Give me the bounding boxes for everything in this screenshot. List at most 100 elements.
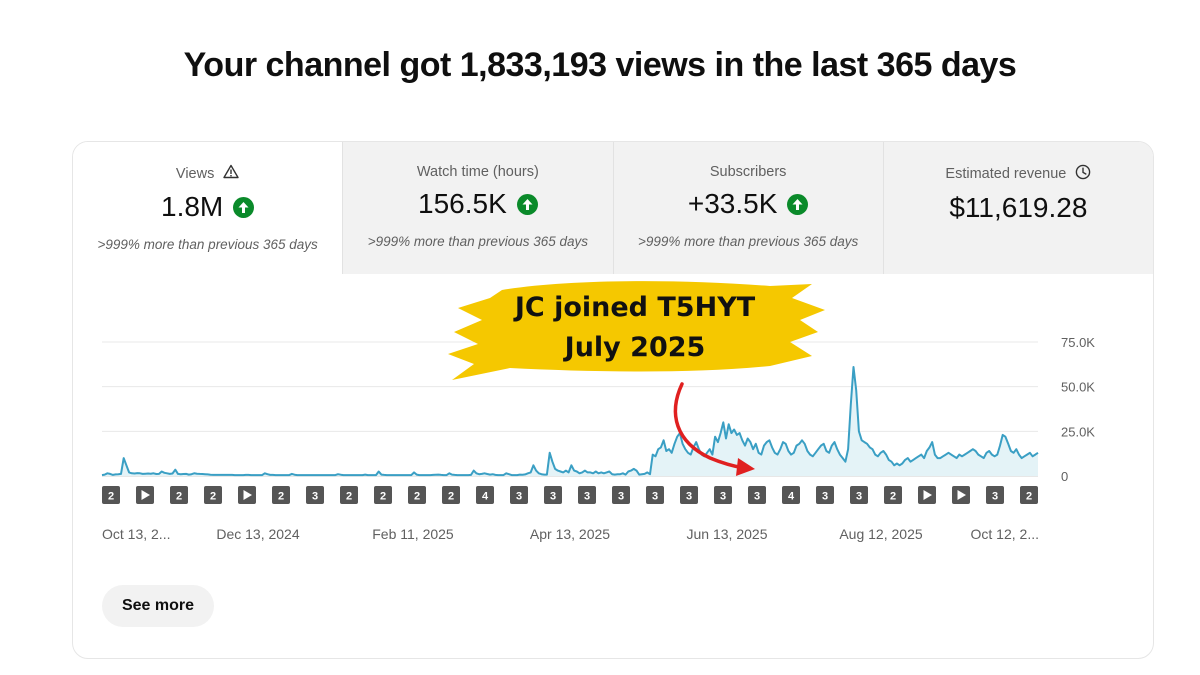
video-marker[interactable]: 3	[646, 486, 664, 504]
video-marker-count: 3	[652, 491, 658, 503]
video-marker-count: 4	[788, 491, 795, 503]
annotation-callout: JC joined T5HYT July 2025	[440, 268, 830, 386]
video-marker-badge	[442, 486, 460, 504]
y-tick-label: 75.0K	[1061, 335, 1095, 350]
x-tick-label: Oct 12, 2...	[971, 526, 1039, 542]
tab-views-comparison: >999% more than previous 365 days	[97, 237, 318, 252]
tab-revenue-label: Estimated revenue	[945, 166, 1067, 182]
video-marker[interactable]: 2	[204, 486, 222, 504]
video-marker-count: 3	[856, 491, 862, 503]
video-marker-count: 2	[448, 491, 454, 503]
tab-watch-time-comparison: >999% more than previous 365 days	[367, 234, 588, 249]
video-marker[interactable]: 4	[782, 486, 800, 504]
video-marker-play[interactable]	[136, 486, 154, 504]
see-more-button[interactable]: See more	[102, 585, 214, 627]
x-tick-label: Oct 13, 2...	[102, 526, 170, 542]
play-icon	[957, 490, 966, 500]
trend-up-icon	[787, 193, 809, 215]
page-headline: Your channel got 1,833,193 views in the …	[183, 46, 1017, 84]
video-marker-count: 4	[482, 491, 489, 503]
video-marker-count: 2	[890, 491, 896, 503]
video-marker-badge	[612, 486, 630, 504]
tab-revenue[interactable]: Estimated revenue $11,619.28	[882, 142, 1153, 274]
video-marker[interactable]: 3	[816, 486, 834, 504]
video-marker-badge	[170, 486, 188, 504]
video-marker-count: 3	[584, 491, 590, 503]
video-marker[interactable]: 3	[578, 486, 596, 504]
tab-views-value: 1.8M	[161, 191, 224, 222]
tab-views[interactable]: Views 1.8M >999% more than previous 365 …	[73, 142, 343, 274]
video-marker-badge	[714, 486, 732, 504]
tab-watch-time-value: 156.5K	[418, 188, 507, 219]
x-tick-label: Aug 12, 2025	[839, 526, 923, 542]
x-tick-label: Apr 13, 2025	[530, 526, 610, 542]
video-marker[interactable]: 2	[884, 486, 902, 504]
video-marker[interactable]: 2	[102, 486, 120, 504]
tab-subscribers-label: Subscribers	[709, 164, 787, 180]
video-marker-badge	[986, 486, 1004, 504]
tab-watch-time[interactable]: Watch time (hours) 156.5K >999% more tha…	[342, 142, 613, 274]
video-marker[interactable]: 2	[374, 486, 392, 504]
video-marker-count: 3	[550, 491, 556, 503]
video-marker-count: 3	[312, 491, 318, 503]
play-icon	[243, 490, 252, 500]
video-marker[interactable]: 3	[510, 486, 528, 504]
tab-subscribers[interactable]: Subscribers +33.5K >999% more than previ…	[612, 142, 883, 274]
video-marker-count: 2	[1026, 491, 1032, 503]
video-marker-count: 3	[618, 491, 624, 503]
video-marker-count: 3	[720, 491, 726, 503]
metric-tabs: Views 1.8M >999% more than previous 365 …	[73, 142, 1153, 274]
video-marker-badge	[816, 486, 834, 504]
video-marker[interactable]: 3	[850, 486, 868, 504]
video-marker-play[interactable]	[238, 486, 256, 504]
video-marker-badge	[340, 486, 358, 504]
video-marker-count: 2	[108, 491, 114, 503]
video-marker-badge	[646, 486, 664, 504]
analytics-card: Views 1.8M >999% more than previous 365 …	[72, 141, 1154, 659]
tab-subscribers-value: +33.5K	[687, 188, 778, 219]
video-marker-play[interactable]	[952, 486, 970, 504]
video-marker[interactable]: 2	[272, 486, 290, 504]
video-marker-count: 2	[210, 491, 216, 503]
video-marker[interactable]: 2	[442, 486, 460, 504]
views-chart: 2 2 2 2 3 2 2 2 2 4 3 3 3 3 3 3 3 3 4 3 3 2 3 2 75.0K 50.0K 25.0K…	[101, 335, 1095, 542]
video-marker-badge	[884, 486, 902, 504]
video-marker[interactable]: 3	[748, 486, 766, 504]
tab-watch-time-label: Watch time (hours)	[416, 164, 539, 180]
video-marker-count: 3	[754, 491, 760, 503]
video-marker[interactable]: 4	[476, 486, 494, 504]
video-marker[interactable]: 2	[1020, 486, 1038, 504]
video-marker[interactable]: 2	[408, 486, 426, 504]
video-marker[interactable]: 2	[340, 486, 358, 504]
brush-stroke-highlight	[448, 281, 825, 380]
warning-icon	[223, 164, 240, 183]
video-marker-count: 3	[516, 491, 522, 503]
play-icon	[141, 490, 150, 500]
video-marker-count: 3	[822, 491, 828, 503]
video-marker-badge	[850, 486, 868, 504]
video-marker[interactable]: 3	[680, 486, 698, 504]
video-marker-badge	[782, 486, 800, 504]
video-marker-badge	[748, 486, 766, 504]
video-marker-badge	[374, 486, 392, 504]
y-tick-label: 25.0K	[1061, 424, 1095, 439]
video-marker-badge	[102, 486, 120, 504]
video-marker[interactable]: 2	[170, 486, 188, 504]
video-marker[interactable]: 3	[714, 486, 732, 504]
video-marker[interactable]: 3	[986, 486, 1004, 504]
red-arrow-icon	[673, 382, 755, 476]
video-marker-count: 2	[176, 491, 182, 503]
video-marker-count: 2	[414, 491, 420, 503]
video-marker-badge	[204, 486, 222, 504]
video-marker[interactable]: 3	[612, 486, 630, 504]
x-tick-label: Dec 13, 2024	[216, 526, 299, 542]
y-tick-label: 50.0K	[1061, 380, 1095, 395]
video-marker[interactable]: 3	[544, 486, 562, 504]
callout-line-2: July 2025	[564, 332, 706, 363]
series-line[interactable]	[101, 366, 1039, 477]
y-tick-label: 0	[1061, 469, 1068, 484]
series-area	[102, 367, 1038, 476]
video-marker-badge	[1020, 486, 1038, 504]
video-marker-play[interactable]	[918, 486, 936, 504]
video-marker[interactable]: 3	[306, 486, 324, 504]
